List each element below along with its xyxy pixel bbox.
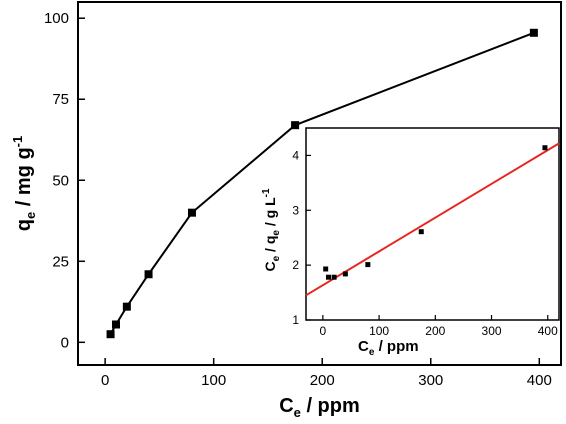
main-x-tick-label: 300 <box>418 372 443 389</box>
inset-y-tick-label: 4 <box>292 148 299 162</box>
inset-y-axis-title-main: C <box>262 261 278 271</box>
inset-y-tick-label: 3 <box>292 203 299 217</box>
inset-data-point <box>542 145 548 151</box>
inset-x-axis-title-main: C <box>358 338 369 355</box>
main-plot-frame <box>77 1 562 366</box>
inset-y-axis-title-sub2: e <box>271 230 282 236</box>
main-y-axis-title-rest: / mg g <box>13 147 35 211</box>
inset-data-point <box>342 271 348 277</box>
inset-x-tick-label: 200 <box>425 324 445 338</box>
main-data-point <box>144 270 153 279</box>
main-y-tick-label: 0 <box>61 334 69 351</box>
main-data-point <box>291 121 300 130</box>
main-x-axis-title-rest: / ppm <box>301 395 360 417</box>
main-data-point <box>111 320 120 329</box>
inset-y-axis-title: Ce / qe / g L-1 <box>261 188 282 271</box>
main-y-axis-title-main: q <box>13 219 35 231</box>
main-x-axis-title-sub: e <box>294 405 301 420</box>
main-y-axis-title-sup: -1 <box>10 136 25 148</box>
main-x-axis-title-main: C <box>279 395 293 417</box>
inset-data-point <box>365 262 371 268</box>
main-data-point <box>106 330 115 339</box>
inset-y-tick-label: 1 <box>292 313 299 327</box>
main-x-tick-label: 0 <box>101 372 109 389</box>
inset-y-axis-title-rest: / g L <box>262 197 278 230</box>
main-x-tick-label: 100 <box>201 372 226 389</box>
main-y-tick-label: 50 <box>52 172 69 189</box>
main-y-tick-label: 75 <box>52 91 69 108</box>
main-data-point <box>529 28 538 37</box>
main-y-tick-label: 25 <box>52 253 69 270</box>
inset-plot-frame <box>305 127 560 321</box>
main-x-axis-title: Ce / ppm <box>279 395 360 420</box>
main-y-axis-title: qe / mg g-1 <box>10 136 38 231</box>
inset-data-point <box>418 229 424 235</box>
inset-fit-line <box>305 142 560 297</box>
main-x-tick-label: 200 <box>310 372 335 389</box>
inset-x-tick-label: 300 <box>482 324 502 338</box>
inset-y-tick-label: 2 <box>292 258 299 272</box>
inset-data-point <box>323 266 329 272</box>
inset-y-axis-title-sup: -1 <box>261 188 272 197</box>
inset-x-axis-title-sub: e <box>369 347 375 358</box>
inset-x-axis-title: Ce / ppm <box>358 338 419 358</box>
inset-x-tick-label: 0 <box>320 324 327 338</box>
inset-x-axis-title-rest: / ppm <box>374 338 418 355</box>
inset-x-tick-label: 100 <box>369 324 389 338</box>
main-data-point <box>122 302 131 311</box>
main-data-point <box>187 208 196 217</box>
main-x-tick-label: 400 <box>527 372 552 389</box>
inset-y-axis-title-mid: / q <box>262 236 278 256</box>
inset-data-point <box>325 274 331 280</box>
inset-x-tick-label: 400 <box>538 324 558 338</box>
inset-data-point <box>331 274 337 280</box>
inset-y-axis-title-sub: e <box>271 255 282 261</box>
main-y-tick-label: 100 <box>44 10 69 27</box>
main-y-axis-title-sub: e <box>23 212 38 219</box>
